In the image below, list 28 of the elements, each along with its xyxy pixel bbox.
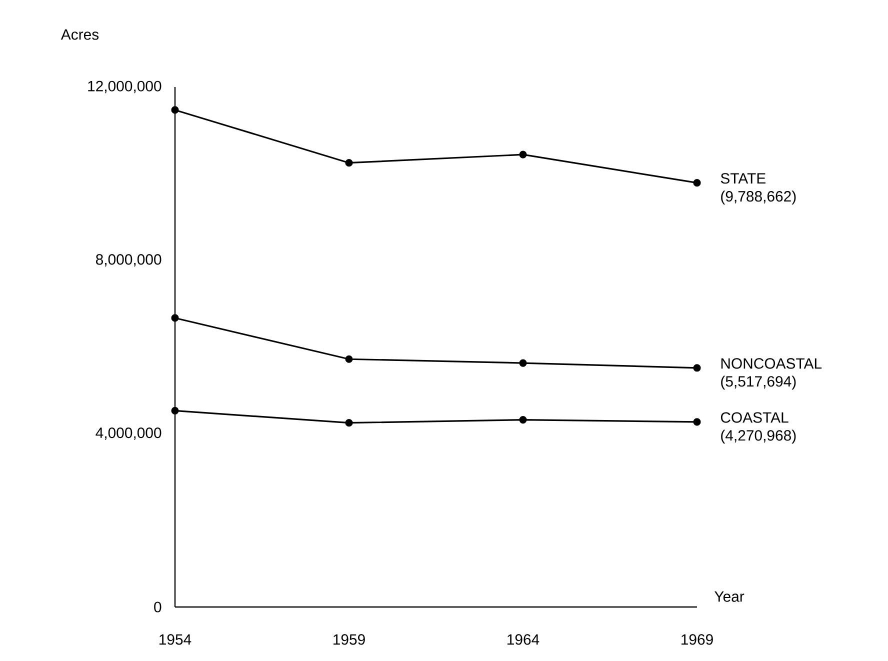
series-label: NONCOASTAL [721, 358, 822, 369]
y-tick-label: 12,000,000 [88, 80, 162, 94]
x-tick-label: 1959 [334, 634, 365, 645]
x-tick-label: 1954 [160, 634, 192, 645]
series-label: COASTAL [720, 412, 788, 423]
x-axis-title: Year [714, 591, 744, 602]
series-label: STATE [720, 173, 766, 184]
point [171, 106, 179, 114]
y-tick-label: 8,000,000 [96, 254, 162, 266]
point [519, 416, 527, 424]
point [171, 314, 179, 322]
x-tick-label: 1969 [682, 634, 713, 645]
data-label: (4,270,968) [721, 430, 796, 444]
point [171, 406, 179, 414]
y-tick-label: 4,000,000 [96, 427, 162, 440]
data-label: (9,788,662) [721, 190, 796, 205]
data-label: (5,517,694) [721, 376, 796, 390]
y-axis-title: Acres [60, 29, 99, 40]
point [519, 150, 527, 158]
point [693, 179, 701, 187]
point [693, 418, 701, 426]
y-tick-label: 0 [154, 602, 162, 612]
point [345, 419, 353, 427]
x-tick-label: 1964 [508, 634, 540, 645]
point [345, 159, 353, 167]
point [345, 355, 353, 363]
point [519, 359, 527, 367]
point [693, 364, 701, 372]
